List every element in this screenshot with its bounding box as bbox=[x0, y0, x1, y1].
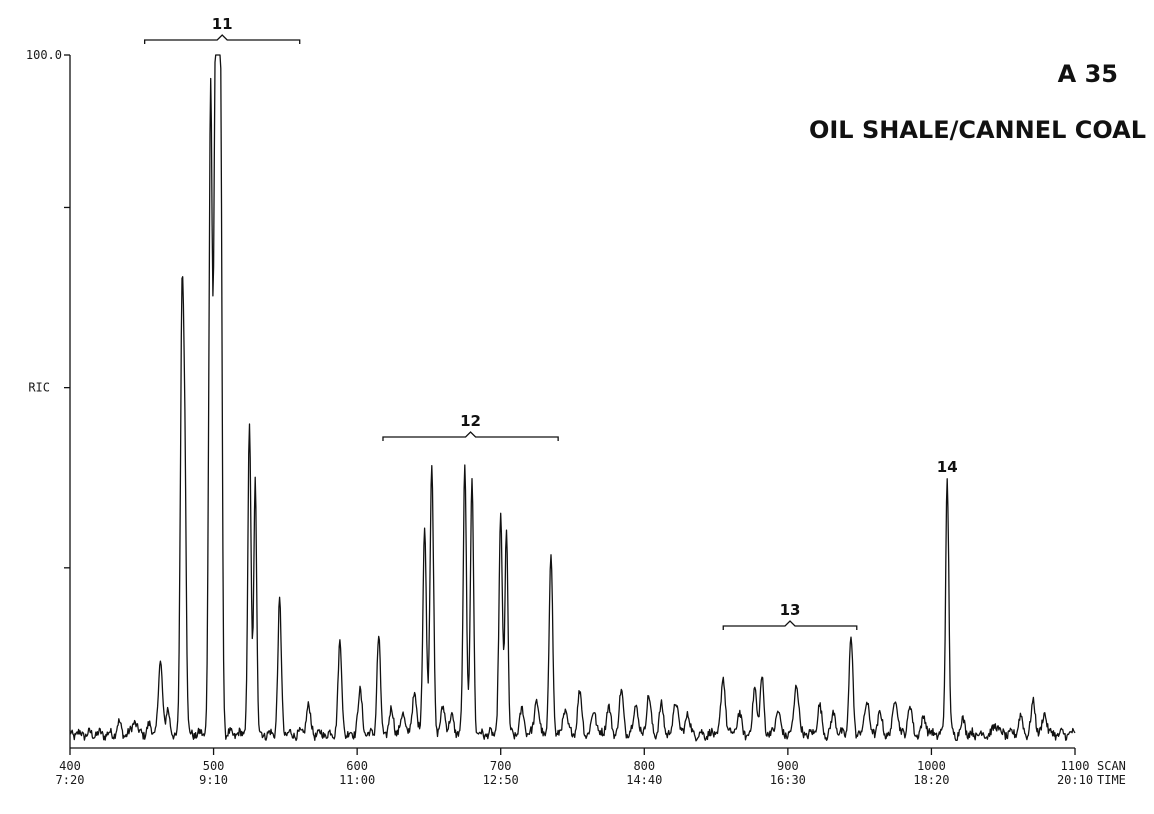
y-axis-top-label: 100.0 bbox=[26, 48, 62, 62]
x-tick-label-time: 18:20 bbox=[913, 773, 949, 787]
x-tick-label-scan: 500 bbox=[203, 759, 225, 773]
ric-trace-line bbox=[69, 54, 1076, 742]
x-tick-label-scan: 700 bbox=[490, 759, 512, 773]
x-tick-label-time: 7:20 bbox=[56, 773, 85, 787]
x-tick-label-scan: 800 bbox=[633, 759, 655, 773]
chart-title: OIL SHALE/CANNEL COAL bbox=[809, 116, 1146, 144]
peak-group-bracket bbox=[144, 34, 301, 44]
x-tick-label-time: 11:00 bbox=[339, 773, 375, 787]
x-tick-label-scan: 1000 bbox=[917, 759, 946, 773]
x-tick-label-time: 12:50 bbox=[483, 773, 519, 787]
peak-group-annotations: 11 12 13 14 bbox=[144, 15, 958, 630]
x-tick-label-time: 9:10 bbox=[199, 773, 228, 787]
peak-group-bracket bbox=[382, 431, 559, 441]
x-tick-label-time: 14:40 bbox=[626, 773, 662, 787]
peak-group-label: 11 bbox=[212, 15, 233, 33]
x-tick-label-scan: 900 bbox=[777, 759, 799, 773]
peak-group-label: 14 bbox=[937, 458, 958, 476]
peak-group-bracket bbox=[722, 620, 858, 630]
y-axis-label: RIC bbox=[28, 381, 50, 395]
peak-group-label: 13 bbox=[780, 601, 801, 619]
x-tick-label-time: 20:10 bbox=[1057, 773, 1093, 787]
x-tick-label-scan: 600 bbox=[346, 759, 368, 773]
x-axis-scan-label: SCAN bbox=[1097, 759, 1126, 773]
y-axis-ticks bbox=[64, 54, 70, 569]
sample-code: A 35 bbox=[1058, 60, 1118, 88]
x-axis-time-label: TIME bbox=[1097, 773, 1126, 787]
x-tick-label-time: 16:30 bbox=[770, 773, 806, 787]
peak-group-label: 12 bbox=[460, 412, 481, 430]
x-tick-label-scan: 400 bbox=[59, 759, 81, 773]
x-tick-label-scan: 1100 bbox=[1061, 759, 1090, 773]
